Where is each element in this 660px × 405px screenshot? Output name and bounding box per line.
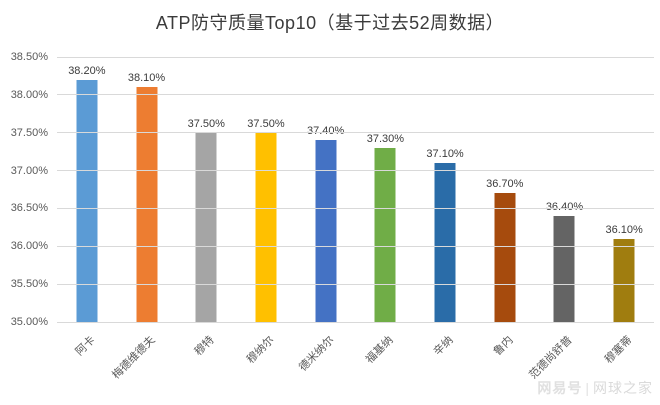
bar-value-label: 38.20%	[68, 64, 106, 77]
bar-column: 38.20%	[57, 57, 117, 322]
bar-3	[195, 132, 217, 322]
bar-value-label: 37.50%	[247, 117, 285, 130]
watermark-logo: 网易号	[537, 380, 583, 396]
bar-value-label: 37.50%	[187, 117, 225, 130]
y-tick-label: 38.00%	[10, 88, 48, 101]
y-tick-label: 35.00%	[10, 316, 48, 328]
x-category-label: 穆纳尔	[244, 334, 277, 366]
bar-column: 36.40%	[535, 57, 595, 322]
bar-5	[315, 140, 337, 322]
bar-column: 37.50%	[176, 57, 236, 322]
gridline	[57, 207, 654, 209]
bar-value-label: 37.10%	[426, 148, 464, 160]
chart-title: ATP防守质量Top10（基于过去52周数据）	[155, 13, 505, 33]
gridline	[57, 321, 654, 323]
x-slot: 穆特	[176, 323, 236, 403]
bar-value-label: 36.70%	[486, 178, 524, 191]
x-slot: 福基纳	[356, 323, 416, 403]
bar-value-label: 36.10%	[605, 223, 643, 236]
plot-area: 38.20% 38.10% 37.50% 37.50% 37.40% 37.30% 37.1…	[57, 56, 654, 323]
x-slot: 阿卡	[57, 323, 117, 403]
x-category-label: 福基纳	[364, 334, 396, 366]
x-category-label: 阿卡	[73, 334, 98, 359]
watermark-separator: |	[585, 380, 590, 396]
bar-1	[76, 79, 98, 322]
gridline	[57, 245, 654, 247]
x-slot: 辛纳	[415, 323, 475, 403]
x-category-label: 鲁内	[491, 334, 516, 359]
gridline	[57, 283, 654, 285]
bar-10	[613, 238, 635, 322]
gridline	[57, 170, 654, 172]
x-category-label: 德米纳尔	[296, 334, 337, 374]
gridline	[57, 132, 654, 134]
bar-column: 36.70%	[475, 57, 535, 322]
y-tick-label: 37.00%	[10, 164, 48, 177]
bar-8	[494, 193, 516, 322]
bar-2	[136, 87, 158, 322]
bar-value-label: 36.40%	[546, 201, 583, 213]
bar-column: 37.10%	[415, 57, 475, 322]
x-category-label: 辛纳	[431, 334, 456, 359]
bar-value-label: 38.10%	[127, 72, 166, 85]
y-tick-label: 36.50%	[10, 202, 48, 215]
x-slot: 德米纳尔	[296, 323, 356, 403]
bar-value-label: 37.30%	[366, 132, 405, 145]
watermark-site-name: 网球之家	[593, 380, 653, 396]
watermark: 网易号 | 网球之家	[537, 378, 653, 398]
x-category-label: 穆特	[192, 334, 217, 359]
bar-6	[374, 147, 396, 322]
x-slot: 穆纳尔	[236, 323, 296, 403]
x-slot: 梅德维德夫	[110, 323, 177, 403]
y-tick-label: 37.50%	[10, 126, 48, 139]
bar-7	[434, 163, 456, 322]
bar-column: 38.10%	[117, 57, 177, 322]
y-axis: 38.50% 38.00% 37.50% 37.00% 36.50% 36.00% 35.5…	[0, 51, 51, 328]
x-category-label: 穆塞蒂	[602, 334, 635, 366]
bar-column: 37.30%	[356, 57, 416, 322]
y-tick-label: 38.50%	[10, 51, 48, 63]
bar-column: 37.40%	[296, 57, 356, 322]
bar-value-label: 37.40%	[307, 125, 344, 137]
bar-column: 36.10%	[594, 57, 654, 322]
bar-4	[255, 132, 277, 322]
bar-column: 37.50%	[236, 57, 296, 322]
y-tick-label: 35.50%	[10, 278, 48, 291]
bar-9	[553, 216, 575, 322]
y-tick-label: 36.00%	[10, 240, 48, 253]
gridline	[57, 94, 654, 96]
bar-series: 38.20% 38.10% 37.50% 37.50% 37.40% 37.30% 37.1…	[57, 57, 654, 322]
x-slot: 鲁内	[475, 323, 535, 403]
gridline	[57, 56, 654, 58]
